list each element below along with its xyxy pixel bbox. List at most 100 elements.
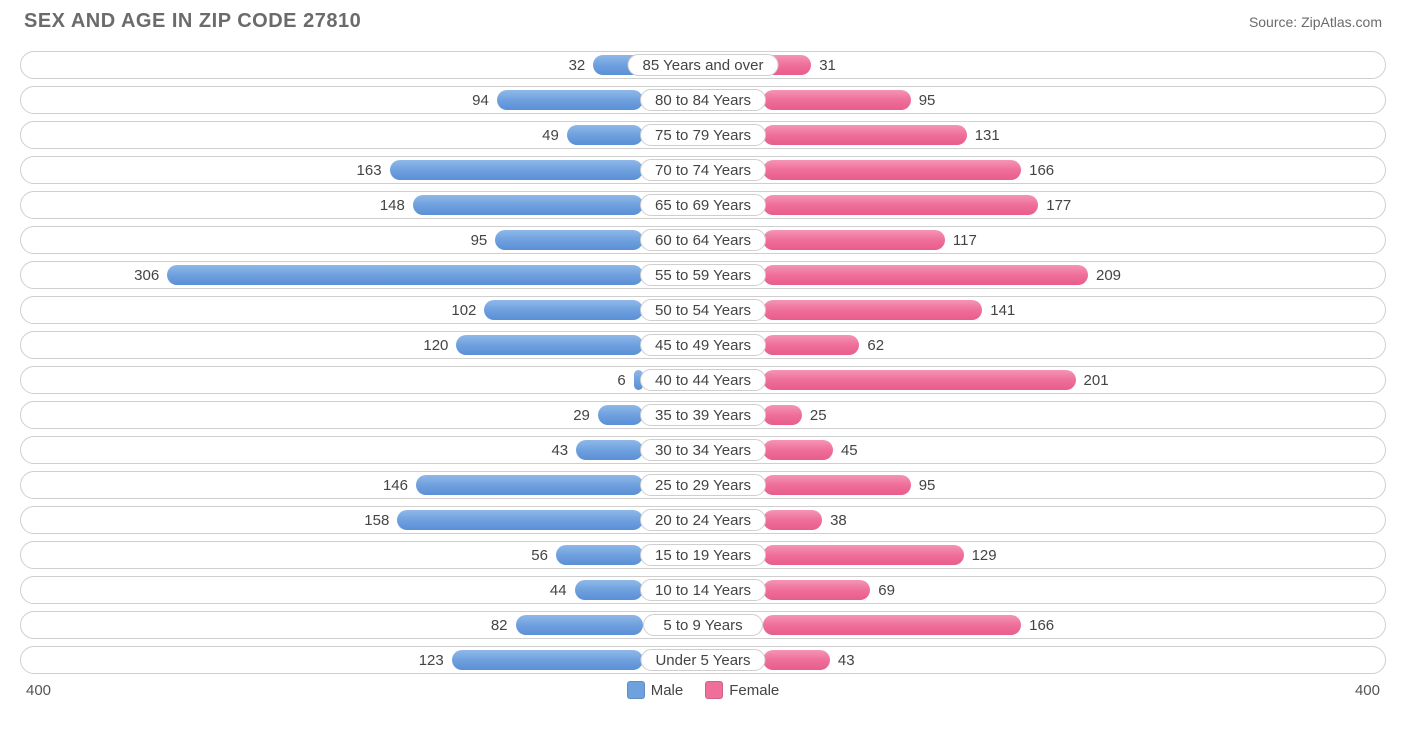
male-half: 148 bbox=[21, 192, 703, 218]
pyramid-row: 102 141 50 to 54 Years bbox=[20, 296, 1386, 324]
female-bar bbox=[763, 230, 945, 250]
female-value: 38 bbox=[830, 507, 847, 533]
age-group-label: 85 Years and over bbox=[628, 54, 779, 76]
female-half: 95 bbox=[703, 472, 1385, 498]
male-value: 29 bbox=[573, 402, 590, 428]
male-value: 32 bbox=[569, 52, 586, 78]
male-half: 120 bbox=[21, 332, 703, 358]
chart-source: Source: ZipAtlas.com bbox=[1249, 14, 1382, 30]
female-bar bbox=[763, 615, 1021, 635]
male-half: 123 bbox=[21, 647, 703, 673]
female-bar bbox=[763, 510, 822, 530]
male-half: 29 bbox=[21, 402, 703, 428]
age-group-label: 80 to 84 Years bbox=[640, 89, 766, 111]
age-group-label: 25 to 29 Years bbox=[640, 474, 766, 496]
pyramid-row: 146 9525 to 29 Years bbox=[20, 471, 1386, 499]
female-bar bbox=[763, 265, 1088, 285]
male-half: 32 bbox=[21, 52, 703, 78]
female-value: 209 bbox=[1096, 262, 1121, 288]
pyramid-row: 123 43 Under 5 Years bbox=[20, 646, 1386, 674]
pyramid-row: 292535 to 39 Years bbox=[20, 401, 1386, 429]
age-group-label: 55 to 59 Years bbox=[640, 264, 766, 286]
male-bar bbox=[416, 475, 643, 495]
male-value: 123 bbox=[419, 647, 444, 673]
female-bar bbox=[763, 90, 911, 110]
male-half: 94 bbox=[21, 87, 703, 113]
pyramid-row: 446910 to 14 Years bbox=[20, 576, 1386, 604]
female-bar bbox=[763, 650, 830, 670]
male-value: 158 bbox=[364, 507, 389, 533]
male-bar bbox=[495, 230, 643, 250]
male-bar bbox=[452, 650, 643, 670]
male-value: 146 bbox=[383, 472, 408, 498]
female-bar bbox=[763, 440, 833, 460]
female-value: 31 bbox=[819, 52, 836, 78]
male-value: 120 bbox=[423, 332, 448, 358]
male-bar bbox=[516, 615, 644, 635]
female-half: 201 bbox=[703, 367, 1385, 393]
population-pyramid-chart: 32 31 85 Years and over 94 95 80 to 84 Years 4… bbox=[20, 51, 1386, 674]
female-half: 166 bbox=[703, 612, 1385, 638]
female-half: 43 bbox=[703, 647, 1385, 673]
female-half: 62 bbox=[703, 332, 1385, 358]
female-bar bbox=[763, 335, 859, 355]
female-half: 177 bbox=[703, 192, 1385, 218]
male-value: 94 bbox=[472, 87, 489, 113]
male-value: 306 bbox=[134, 262, 159, 288]
female-half: 38 bbox=[703, 507, 1385, 533]
age-group-label: Under 5 Years bbox=[640, 649, 765, 671]
female-half: 31 bbox=[703, 52, 1385, 78]
male-half: 163 bbox=[21, 157, 703, 183]
male-half: 102 bbox=[21, 297, 703, 323]
male-value: 163 bbox=[357, 157, 382, 183]
legend: Male Female bbox=[627, 681, 780, 699]
male-value: 49 bbox=[542, 122, 559, 148]
female-bar bbox=[763, 125, 967, 145]
male-value: 43 bbox=[551, 437, 568, 463]
female-value: 25 bbox=[810, 402, 827, 428]
pyramid-row: 1583820 to 24 Years bbox=[20, 506, 1386, 534]
female-value: 43 bbox=[838, 647, 855, 673]
male-half: 158 bbox=[21, 507, 703, 533]
male-half: 306 bbox=[21, 262, 703, 288]
age-group-label: 40 to 44 Years bbox=[640, 369, 766, 391]
male-half: 82 bbox=[21, 612, 703, 638]
female-value: 129 bbox=[972, 542, 997, 568]
legend-female-swatch bbox=[705, 681, 723, 699]
female-value: 95 bbox=[919, 87, 936, 113]
male-bar bbox=[575, 580, 643, 600]
age-group-label: 75 to 79 Years bbox=[640, 124, 766, 146]
female-half: 95 bbox=[703, 87, 1385, 113]
pyramid-row: 32 31 85 Years and over bbox=[20, 51, 1386, 79]
male-half: 43 bbox=[21, 437, 703, 463]
age-group-label: 15 to 19 Years bbox=[640, 544, 766, 566]
age-group-label: 65 to 69 Years bbox=[640, 194, 766, 216]
male-half: 6 bbox=[21, 367, 703, 393]
age-group-label: 50 to 54 Years bbox=[640, 299, 766, 321]
pyramid-row: 49 131 75 to 79 Years bbox=[20, 121, 1386, 149]
male-bar bbox=[167, 265, 643, 285]
pyramid-row: 9511760 to 64 Years bbox=[20, 226, 1386, 254]
female-half: 25 bbox=[703, 402, 1385, 428]
female-half: 141 bbox=[703, 297, 1385, 323]
male-value: 102 bbox=[451, 297, 476, 323]
female-value: 141 bbox=[990, 297, 1015, 323]
male-bar bbox=[567, 125, 643, 145]
male-bar bbox=[556, 545, 643, 565]
age-group-label: 30 to 34 Years bbox=[640, 439, 766, 461]
axis-max-right: 400 bbox=[1355, 682, 1380, 699]
pyramid-row: 1206245 to 49 Years bbox=[20, 331, 1386, 359]
axis-max-left: 400 bbox=[26, 682, 51, 699]
female-value: 177 bbox=[1046, 192, 1071, 218]
female-bar bbox=[763, 195, 1038, 215]
female-value: 131 bbox=[975, 122, 1000, 148]
female-bar bbox=[763, 580, 870, 600]
female-value: 117 bbox=[953, 227, 977, 253]
pyramid-row: 306 209 55 to 59 Years bbox=[20, 261, 1386, 289]
pyramid-row: 5612915 to 19 Years bbox=[20, 541, 1386, 569]
female-bar bbox=[763, 300, 982, 320]
legend-male: Male bbox=[627, 681, 684, 699]
legend-female: Female bbox=[705, 681, 779, 699]
pyramid-row: 16316670 to 74 Years bbox=[20, 156, 1386, 184]
female-bar bbox=[763, 545, 964, 565]
